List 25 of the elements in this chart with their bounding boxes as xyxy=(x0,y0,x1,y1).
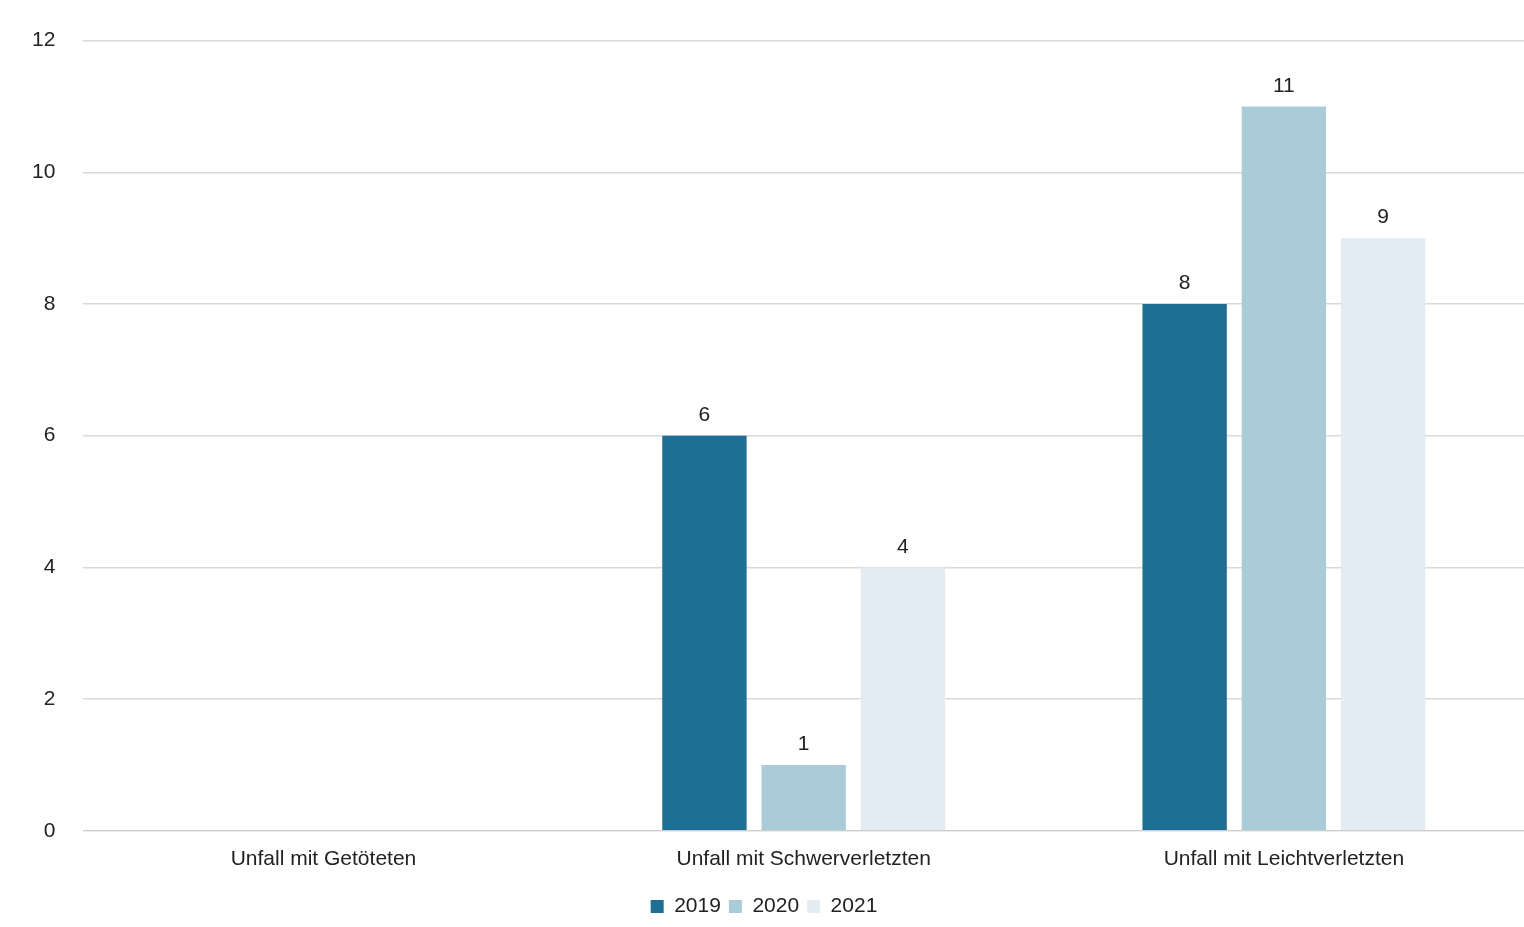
y-tick-label: 10 xyxy=(32,159,56,183)
bar xyxy=(761,764,846,831)
data-label: 9 xyxy=(1377,204,1389,228)
y-tick-label: 12 xyxy=(32,27,56,51)
x-tick-label: Unfall mit Getöteten xyxy=(230,846,417,870)
x-tick-label: Unfall mit Leichtverletzten xyxy=(1163,846,1405,870)
legend-label: 2021 xyxy=(830,893,878,917)
legend-label: 2019 xyxy=(674,893,721,917)
bar xyxy=(1241,106,1327,831)
data-label: 8 xyxy=(1178,270,1191,294)
data-label: 4 xyxy=(897,533,910,557)
bar xyxy=(662,435,747,831)
legend-label: 2020 xyxy=(752,893,800,917)
y-tick-label: 6 xyxy=(43,422,56,446)
data-label: 11 xyxy=(1272,72,1295,96)
y-tick-label: 2 xyxy=(43,685,56,709)
bar xyxy=(1142,304,1227,831)
data-label: 1 xyxy=(797,731,810,755)
data-label: 6 xyxy=(698,402,711,425)
x-tick-label: Unfall mit Schwerverletzten xyxy=(676,846,931,870)
bar xyxy=(860,567,946,831)
y-tick-label: 0 xyxy=(43,817,56,841)
bar xyxy=(1340,238,1426,831)
y-tick-label: 4 xyxy=(43,554,56,578)
y-tick-label: 8 xyxy=(43,290,56,314)
